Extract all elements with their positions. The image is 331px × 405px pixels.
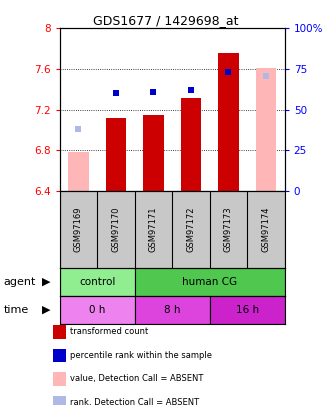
- Bar: [210, 296, 285, 324]
- Bar: [135, 268, 285, 296]
- Text: ▶: ▶: [42, 277, 51, 287]
- Text: GSM97174: GSM97174: [261, 207, 270, 252]
- Bar: [106, 118, 126, 191]
- Text: 0 h: 0 h: [89, 305, 105, 315]
- Text: GSM97169: GSM97169: [74, 207, 83, 252]
- Bar: [218, 53, 239, 191]
- Text: GSM97172: GSM97172: [186, 207, 195, 252]
- Text: 16 h: 16 h: [236, 305, 259, 315]
- Bar: [135, 296, 210, 324]
- Text: 8 h: 8 h: [164, 305, 180, 315]
- Text: GSM97173: GSM97173: [224, 207, 233, 252]
- Text: value, Detection Call = ABSENT: value, Detection Call = ABSENT: [70, 375, 203, 384]
- Bar: [60, 268, 135, 296]
- Bar: [256, 68, 276, 191]
- Text: GSM97170: GSM97170: [111, 207, 120, 252]
- Text: time: time: [3, 305, 28, 315]
- Text: agent: agent: [3, 277, 36, 287]
- Text: GDS1677 / 1429698_at: GDS1677 / 1429698_at: [93, 14, 238, 27]
- Bar: [181, 98, 201, 191]
- Text: rank, Detection Call = ABSENT: rank, Detection Call = ABSENT: [70, 398, 199, 405]
- Bar: [68, 152, 89, 191]
- Text: human CG: human CG: [182, 277, 237, 287]
- Text: GSM97171: GSM97171: [149, 207, 158, 252]
- Text: transformed count: transformed count: [70, 328, 148, 337]
- Bar: [60, 296, 135, 324]
- Bar: [143, 115, 164, 191]
- Text: percentile rank within the sample: percentile rank within the sample: [70, 351, 212, 360]
- Text: ▶: ▶: [42, 305, 51, 315]
- Text: control: control: [79, 277, 115, 287]
